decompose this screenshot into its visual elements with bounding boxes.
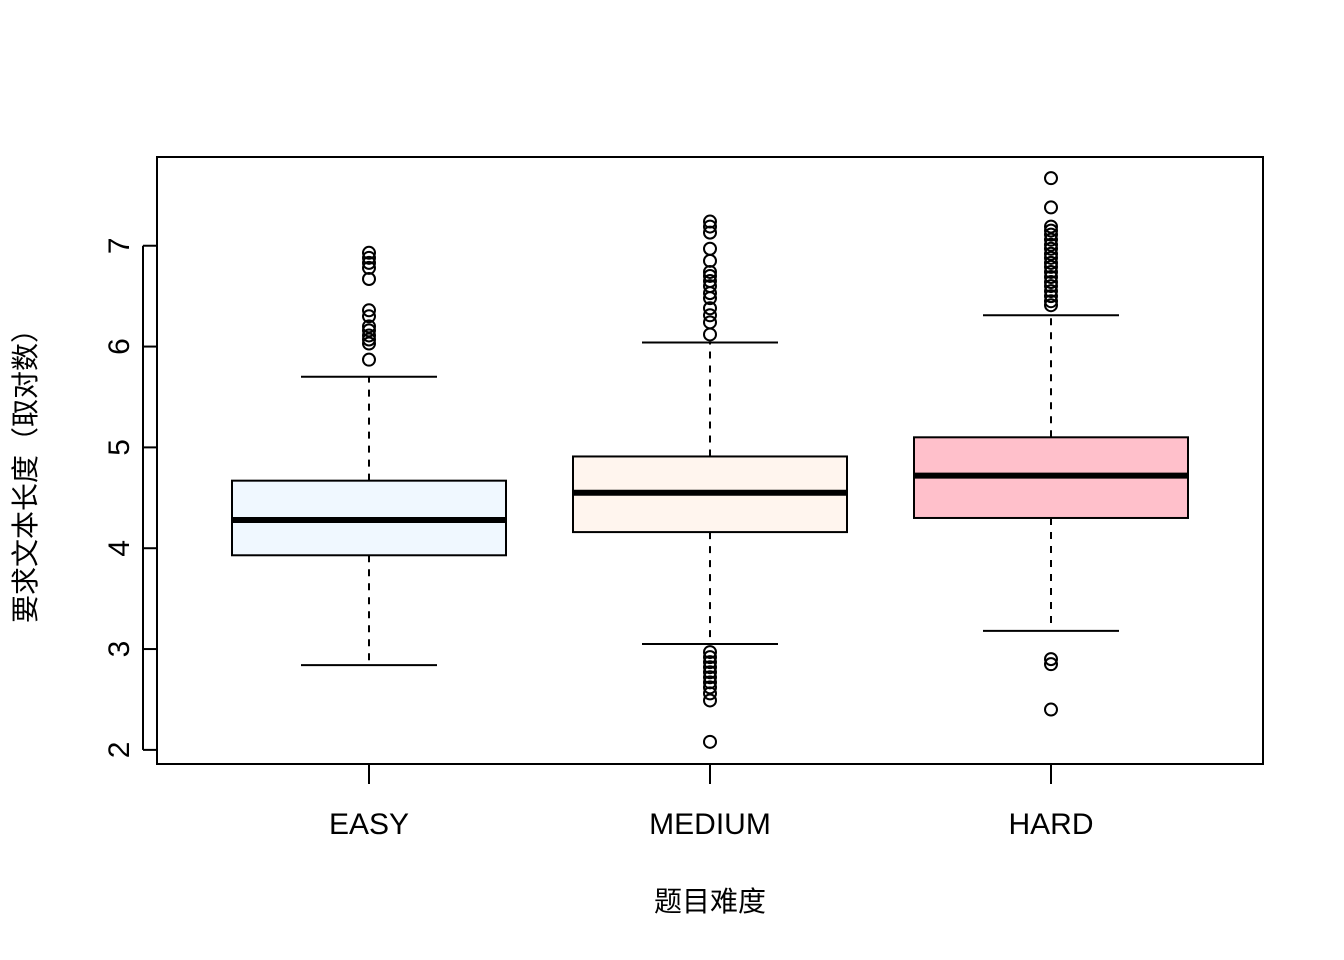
outlier-point — [1044, 237, 1058, 252]
outlier-point — [1044, 702, 1058, 717]
outlier-point — [1044, 298, 1058, 313]
outlier-point — [703, 301, 717, 316]
outlier-point — [1044, 269, 1058, 284]
outlier-point — [703, 308, 717, 323]
y-tick-label: 2 — [103, 742, 136, 759]
outlier-point — [362, 352, 376, 367]
x-tick-label: EASY — [329, 808, 409, 841]
outlier-point — [1044, 279, 1058, 294]
x-axis-title: 题目难度 — [654, 885, 766, 918]
outlier-point — [703, 219, 717, 234]
outlier-point — [703, 693, 717, 708]
outlier-point — [703, 327, 717, 342]
y-tick-label: 7 — [103, 237, 136, 254]
outlier-point — [1044, 255, 1058, 270]
box-hard — [913, 171, 1189, 717]
outlier-point — [1044, 171, 1058, 186]
boxes-layer — [231, 171, 1189, 749]
outlier-point — [703, 268, 717, 283]
box-medium — [572, 214, 848, 749]
outlier-point — [1044, 241, 1058, 256]
outlier-point — [703, 680, 717, 695]
outlier-point — [1044, 250, 1058, 265]
outlier-point — [1044, 259, 1058, 274]
outlier-point — [1044, 246, 1058, 261]
y-tick-label: 6 — [103, 338, 136, 355]
outlier-point — [703, 315, 717, 330]
outlier-point — [362, 260, 376, 275]
outlier-point — [1044, 284, 1058, 299]
outlier-point — [362, 332, 376, 347]
outlier-point — [703, 660, 717, 675]
outlier-point — [1044, 227, 1058, 242]
outlier-point — [1044, 652, 1058, 667]
outlier-point — [1044, 264, 1058, 279]
outlier-point — [1044, 294, 1058, 309]
outlier-point — [1044, 219, 1058, 234]
outlier-point — [1044, 223, 1058, 238]
outlier-point — [362, 245, 376, 260]
outlier-point — [703, 734, 717, 749]
x-axis: EASY MEDIUM HARD — [329, 764, 1094, 841]
outlier-point — [362, 303, 376, 318]
outlier-point — [362, 328, 376, 343]
outlier-point — [362, 255, 376, 270]
outlier-point — [703, 655, 717, 670]
y-tick-label: 3 — [103, 641, 136, 658]
outlier-point — [703, 675, 717, 690]
outlier-point — [703, 650, 717, 665]
outlier-point — [1044, 232, 1058, 247]
y-tick-label: 5 — [103, 439, 136, 456]
outlier-point — [703, 214, 717, 229]
outlier-point — [703, 279, 717, 294]
outlier-point — [362, 336, 376, 351]
y-tick-label: 4 — [103, 540, 136, 557]
outlier-point — [1044, 200, 1058, 215]
x-tick-label: HARD — [1008, 808, 1093, 841]
y-axis-title: 要求文本长度（取对数） — [9, 315, 42, 623]
outlier-point — [1044, 657, 1058, 672]
box-easy — [231, 245, 507, 667]
outlier-point — [1044, 275, 1058, 290]
outlier-point — [362, 319, 376, 334]
outlier-point — [362, 323, 376, 338]
outlier-point — [703, 645, 717, 660]
outlier-point — [703, 665, 717, 680]
outlier-point — [362, 250, 376, 265]
outlier-point — [703, 274, 717, 289]
y-axis: 2 3 4 5 6 7 — [103, 237, 157, 758]
outlier-point — [703, 670, 717, 685]
outlier-point — [362, 309, 376, 324]
outlier-point — [703, 241, 717, 256]
outlier-point — [1044, 289, 1058, 304]
x-tick-label: MEDIUM — [649, 808, 771, 841]
